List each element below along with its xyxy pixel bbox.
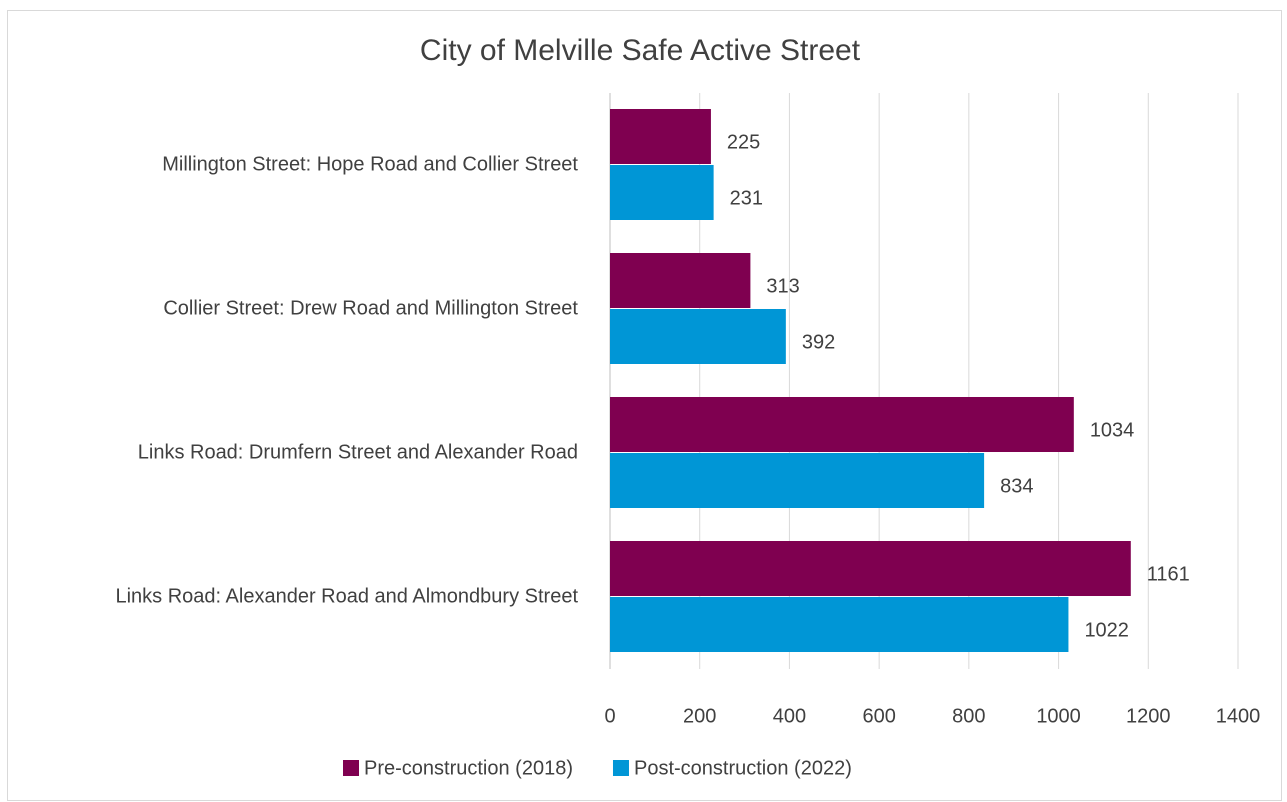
legend-label: Post-construction (2022) — [634, 757, 852, 779]
value-label: 231 — [730, 187, 763, 209]
bar — [610, 541, 1131, 596]
bar — [610, 309, 786, 364]
chart-title: City of Melville Safe Active Street — [420, 34, 861, 67]
value-label: 392 — [802, 331, 835, 353]
bar — [610, 597, 1069, 652]
legend-label: Pre-construction (2018) — [364, 757, 573, 779]
legend-swatch — [343, 760, 359, 776]
x-tick-label: 200 — [683, 705, 716, 727]
value-label: 313 — [766, 275, 799, 297]
y-tick-label: Links Road: Drumfern Street and Alexande… — [138, 441, 578, 463]
x-tick-label: 1400 — [1216, 705, 1261, 727]
bar — [610, 397, 1074, 452]
x-tick-label: 800 — [952, 705, 985, 727]
y-tick-label: Millington Street: Hope Road and Collier… — [162, 153, 578, 175]
x-tick-label: 0 — [604, 705, 615, 727]
bar — [610, 109, 711, 164]
y-tick-label: Collier Street: Drew Road and Millington… — [163, 297, 578, 319]
value-label: 1022 — [1084, 619, 1129, 641]
value-label: 1161 — [1147, 563, 1190, 585]
y-tick-label: Links Road: Alexander Road and Almondbur… — [115, 585, 578, 607]
value-label: 1034 — [1090, 419, 1135, 441]
bar — [610, 253, 751, 308]
x-tick-label: 1200 — [1126, 705, 1171, 727]
legend-swatch — [612, 760, 629, 776]
bar — [610, 165, 714, 220]
value-label: 834 — [1000, 475, 1033, 497]
x-tick-label: 400 — [773, 705, 806, 727]
x-tick-label: 600 — [862, 705, 895, 727]
x-tick-label: 1000 — [1036, 705, 1081, 727]
value-label: 225 — [727, 131, 760, 153]
bar — [610, 453, 985, 508]
